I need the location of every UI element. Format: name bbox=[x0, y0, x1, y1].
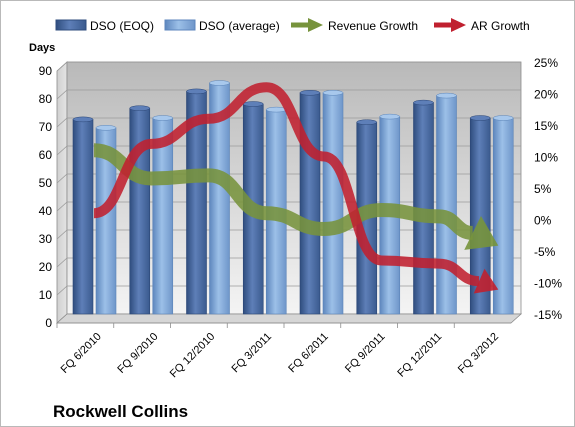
bar-top-dso-eoq bbox=[243, 101, 264, 107]
y2-axis-ticks: -15% -10% -5% 0% 5% 10% 15% 20% 25% bbox=[534, 56, 562, 322]
legend: DSO (EOQ) DSO (average) Revenue Growth A… bbox=[55, 18, 530, 33]
bar-top-dso-eoq bbox=[470, 115, 491, 121]
y-axis-title: Days bbox=[29, 42, 55, 54]
y-tick-label: 60 bbox=[39, 148, 53, 162]
y-tick-label: 70 bbox=[39, 120, 53, 134]
legend-swatch-dso-average bbox=[164, 19, 196, 31]
x-tick-label: FQ 6/2010 bbox=[59, 331, 104, 376]
y-axis-ticks: 0 10 20 30 40 50 60 70 80 90 bbox=[39, 64, 53, 330]
x-tick-label: FQ 6/2011 bbox=[286, 331, 331, 376]
gridline-side bbox=[56, 285, 68, 296]
bar-top-dso-average bbox=[322, 90, 344, 96]
y2-tick-label: 0% bbox=[534, 214, 552, 228]
bar-top-dso-eoq bbox=[356, 119, 377, 125]
bar-top-dso-average bbox=[436, 92, 457, 99]
bar-top-dso-eoq bbox=[299, 90, 321, 96]
bar-top-dso-average bbox=[152, 115, 173, 121]
bar-dso-eoq bbox=[129, 107, 151, 315]
x-tick-label: FQ 9/2011 bbox=[343, 331, 388, 376]
y-tick-label: 40 bbox=[39, 204, 53, 218]
bar-top-dso-average bbox=[493, 115, 514, 121]
gridline-side bbox=[56, 201, 68, 212]
x-tick-label: FQ 12/2010 bbox=[168, 331, 218, 381]
bar-dso-average bbox=[322, 92, 344, 315]
y-tick-label: 50 bbox=[39, 176, 53, 190]
legend-label-dso-eoq: DSO (EOQ) bbox=[90, 19, 154, 33]
bar-top-dso-average bbox=[209, 80, 230, 86]
bar-top-dso-eoq bbox=[413, 99, 434, 106]
bar-dso-average bbox=[492, 117, 514, 315]
bar-top-dso-average bbox=[95, 125, 117, 131]
legend-arrow-revenue-growth bbox=[291, 18, 323, 32]
y2-tick-label: -5% bbox=[534, 245, 556, 259]
x-axis-ticks: FQ 6/2010 FQ 9/2010 FQ 12/2010 FQ 3/2011 FQ … bbox=[56, 322, 511, 381]
ar-growth-line bbox=[93, 82, 480, 287]
y-tick-label: 90 bbox=[39, 64, 53, 78]
y-tick-label: 0 bbox=[45, 316, 52, 330]
legend-label-ar-growth: AR Growth bbox=[471, 19, 530, 33]
y2-tick-label: 20% bbox=[534, 88, 558, 102]
revenue-growth-arrowhead bbox=[464, 215, 499, 250]
x-tick-label: FQ 9/2010 bbox=[115, 331, 160, 376]
y2-tick-label: 25% bbox=[534, 56, 558, 70]
y2-tick-label: -10% bbox=[534, 277, 562, 291]
bar-dso-average bbox=[436, 95, 457, 315]
bar-top-dso-average bbox=[379, 113, 400, 120]
y2-tick-label: -15% bbox=[534, 308, 562, 322]
legend-swatch-dso-eoq bbox=[55, 19, 87, 31]
bar-dso-eoq bbox=[299, 92, 321, 315]
legend-label-dso-average: DSO (average) bbox=[199, 19, 280, 33]
y-tick-label: 20 bbox=[39, 260, 53, 274]
legend-arrow-ar-growth bbox=[434, 18, 466, 32]
x-tick-label: FQ 3/2011 bbox=[229, 331, 274, 376]
gridline-side bbox=[56, 173, 68, 184]
bar-top-dso-eoq bbox=[129, 105, 150, 111]
gridline-side bbox=[56, 229, 68, 240]
bar-top-dso-average bbox=[266, 106, 287, 113]
gridline-side bbox=[56, 257, 68, 268]
y2-tick-label: 5% bbox=[534, 182, 552, 196]
x-tick-label: FQ 3/2012 bbox=[456, 331, 501, 376]
y2-tick-label: 15% bbox=[534, 119, 558, 133]
bar-top-dso-eoq bbox=[186, 88, 207, 95]
gridline-side bbox=[56, 61, 68, 72]
growth-arrows bbox=[93, 82, 499, 294]
ar-growth-arrowhead bbox=[473, 268, 499, 294]
plot-side-wall bbox=[56, 61, 68, 324]
y-tick-label: 80 bbox=[39, 92, 53, 106]
company-label: Rockwell Collins bbox=[53, 402, 188, 421]
legend-label-revenue-growth: Revenue Growth bbox=[328, 19, 418, 33]
gridline-side bbox=[56, 117, 68, 128]
plot-floor bbox=[55, 313, 523, 324]
revenue-growth-line bbox=[93, 143, 474, 240]
y-tick-label: 30 bbox=[39, 232, 53, 246]
bar-top-dso-eoq bbox=[72, 116, 94, 123]
bar-dso-eoq bbox=[72, 119, 94, 315]
gridline-side bbox=[56, 89, 68, 100]
y2-tick-label: 10% bbox=[534, 151, 558, 165]
y-tick-label: 10 bbox=[39, 288, 53, 302]
gridline-side bbox=[56, 145, 68, 156]
x-tick-label: FQ 12/2011 bbox=[395, 331, 444, 380]
